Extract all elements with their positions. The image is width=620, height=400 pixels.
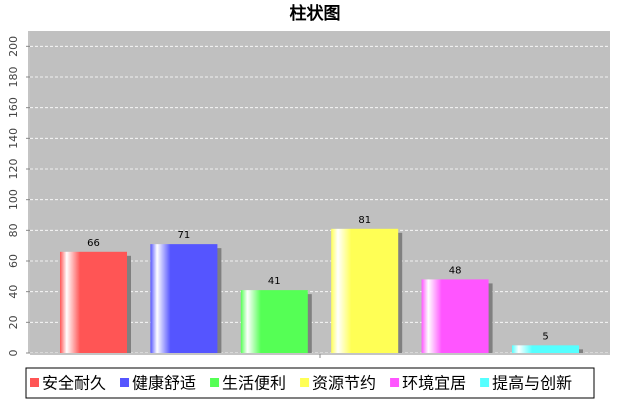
y-tick-label: 120 xyxy=(7,159,20,180)
legend-label: 生活便利 xyxy=(222,374,286,393)
y-tick-label: 40 xyxy=(7,285,20,299)
legend-swatch xyxy=(120,378,130,387)
legend-swatch xyxy=(480,378,490,387)
chart-title: 柱状图 xyxy=(290,3,341,24)
bar xyxy=(150,244,218,353)
legend-swatch xyxy=(210,378,220,387)
bar xyxy=(331,228,399,353)
value-label: 48 xyxy=(449,265,462,276)
y-tick-label: 20 xyxy=(7,315,20,329)
y-tick-label: 60 xyxy=(7,254,20,268)
value-label: 5 xyxy=(542,331,548,342)
y-tick-label: 80 xyxy=(7,223,20,237)
legend-label: 安全耐久 xyxy=(42,374,106,393)
legend-label: 资源节约 xyxy=(312,374,376,393)
legend-swatch xyxy=(300,378,310,387)
value-label: 41 xyxy=(268,276,281,287)
y-tick-label: 0 xyxy=(7,350,20,357)
y-tick-label: 100 xyxy=(7,189,20,210)
y-tick-label: 200 xyxy=(7,36,20,57)
legend-label: 健康舒适 xyxy=(132,374,196,393)
value-label: 81 xyxy=(358,215,371,226)
value-label: 66 xyxy=(87,238,100,249)
legend-label: 环境宜居 xyxy=(402,374,466,393)
value-label: 71 xyxy=(178,230,191,241)
legend-swatch xyxy=(390,378,400,387)
bar xyxy=(60,251,127,353)
legend-label: 提高与创新 xyxy=(492,374,572,393)
bar xyxy=(421,279,489,353)
y-tick-label: 180 xyxy=(7,67,20,88)
bar xyxy=(512,345,579,353)
legend-swatch xyxy=(30,378,39,387)
y-tick-label: 140 xyxy=(7,128,20,149)
bar xyxy=(240,290,308,353)
y-tick-label: 160 xyxy=(7,97,20,118)
